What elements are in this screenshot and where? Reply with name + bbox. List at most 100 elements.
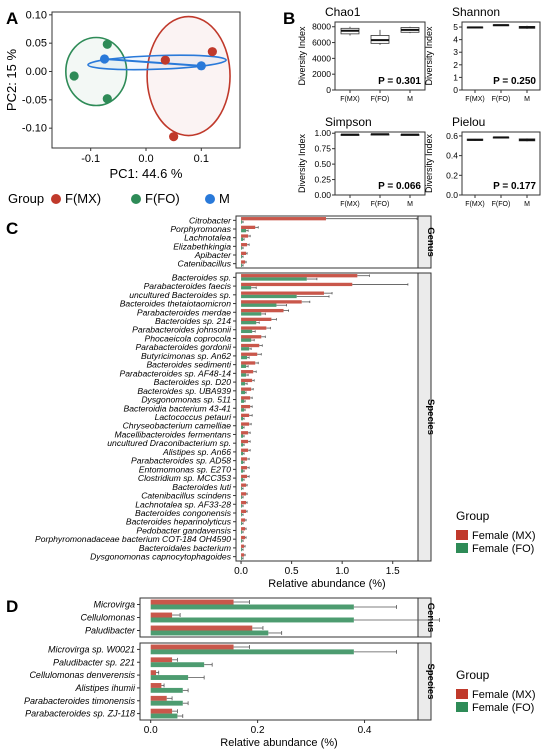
facet-strip-label: Species (425, 399, 436, 435)
diversity-xtick-label: M (524, 96, 530, 103)
bar-female-fo (151, 688, 183, 693)
bar-female-mx (241, 335, 261, 338)
bar-female-mx (241, 501, 246, 504)
bar-female-fo (151, 662, 204, 667)
bar-xtick-label: 1.0 (335, 566, 349, 577)
bar-female-fo (151, 675, 188, 680)
pca-x-axis-label: PC1: 44.6 % (110, 166, 183, 181)
bar-female-fo (241, 452, 243, 455)
pca-ellipse-ffo (66, 38, 127, 106)
bar-female-mx (241, 344, 259, 347)
bar-row-label: Catenibacillus (177, 259, 231, 269)
bar-female-fo (241, 356, 247, 359)
pca-ytick-label: -0.10 (22, 123, 47, 135)
diversity-p-value: P = 0.066 (378, 181, 421, 192)
bar-female-mx (151, 696, 167, 701)
diversity-ytick-label: 1 (453, 72, 458, 82)
diversity-xtick-label: M (524, 201, 530, 208)
diversity-ytick-label: 5 (453, 22, 458, 32)
pca-legend-label: F(FO) (145, 191, 180, 206)
bar-legend-title: Group (456, 668, 490, 682)
bar-female-mx (151, 709, 172, 714)
bar-female-fo (241, 504, 242, 507)
bar-female-mx (241, 326, 266, 329)
bar-row-label: Microvirga sp. W0021 (48, 645, 135, 655)
pca-point-m (100, 54, 109, 63)
diversity-ytick-label: 8000 (312, 22, 331, 32)
bar-female-fo (241, 382, 245, 385)
bar-female-mx (241, 274, 357, 277)
diversity-p-value: P = 0.301 (378, 76, 421, 87)
bar-female-mx (241, 466, 247, 469)
bar-female-mx (241, 318, 271, 321)
bar-female-fo (241, 229, 246, 232)
bar-female-mx (241, 217, 326, 220)
bar-facet-area (236, 216, 418, 268)
bar-female-fo (151, 605, 354, 610)
bar-female-mx (241, 422, 249, 425)
diversity-ytick-label: 2 (453, 60, 458, 70)
bar-female-fo (241, 469, 243, 472)
diversity-p-value: P = 0.250 (493, 76, 536, 87)
bar-female-fo (241, 365, 246, 368)
diversity-y-axis-label: Diversity Index (424, 26, 434, 86)
diversity-ytick-label: 0.4 (446, 151, 458, 161)
bar-female-mx (241, 300, 302, 303)
bar-female-mx (151, 645, 234, 650)
bar-female-fo (241, 478, 243, 481)
bar-female-fo (241, 426, 243, 429)
diversity-y-axis-label: Diversity Index (297, 26, 307, 86)
bar-female-mx (151, 683, 162, 688)
bar-row-label: Parabacteroides sp. ZJ-118 (25, 709, 135, 719)
bar-row-label: Microvirga (93, 600, 135, 610)
bar-female-mx (241, 545, 244, 548)
bar-female-fo (241, 461, 243, 464)
bar-female-fo (241, 295, 297, 298)
diversity-ytick-label: 0 (326, 85, 331, 95)
diversity-ytick-label: 4000 (312, 53, 331, 63)
bar-female-mx (151, 657, 172, 662)
diversity-y-axis-label: Diversity Index (424, 133, 434, 193)
bar-female-fo (241, 238, 243, 241)
diversity-ytick-label: 0.50 (314, 159, 331, 169)
diversity-xtick-label: F(MX) (465, 96, 484, 103)
bar-female-fo (241, 408, 244, 411)
bar-female-mx (241, 396, 250, 399)
diversity-ytick-label: 6000 (312, 38, 331, 48)
pca-point-ffo (103, 94, 112, 103)
diversity-ytick-label: 0 (453, 85, 458, 95)
bar-female-fo (241, 522, 242, 525)
bar-x-axis-label: Relative abundance (%) (220, 737, 337, 749)
facet-strip-label: Genus (425, 227, 436, 257)
diversity-panel-title: Simpson (325, 115, 372, 129)
pca-legend-dot (131, 194, 141, 204)
bar-xtick-label: 0.2 (251, 725, 265, 736)
diversity-xtick-label: F(MX) (340, 96, 359, 103)
bar-facet-area (140, 643, 418, 720)
bar-female-mx (241, 292, 324, 295)
bar-female-mx (151, 613, 172, 618)
pca-point-fmx (208, 47, 217, 56)
bar-legend-swatch (456, 689, 468, 699)
pca-xtick-label: 0.0 (138, 153, 153, 165)
diversity-y-axis-label: Diversity Index (297, 133, 307, 193)
pca-ytick-label: 0.10 (26, 9, 47, 21)
bar-row-label: Parabacteroides timonensis (24, 696, 136, 706)
bar-legend-label: Female (FO) (472, 702, 534, 714)
bar-row-label: Alistipes ihumii (74, 683, 136, 693)
diversity-ytick-label: 0.00 (314, 190, 331, 200)
bar-female-mx (241, 405, 250, 408)
bar-female-fo (151, 714, 178, 719)
diversity-ytick-label: 0.0 (446, 190, 458, 200)
pca-legend-label: F(MX) (65, 191, 101, 206)
bar-xtick-label: 0.5 (285, 566, 299, 577)
pca-ellipse-fmx (147, 17, 230, 136)
diversity-ytick-label: 4 (453, 35, 458, 45)
bar-female-mx (241, 234, 248, 237)
bar-female-mx (241, 388, 251, 391)
pca-point-ffo (103, 40, 112, 49)
bar-female-fo (241, 417, 243, 420)
bar-xtick-label: 1.5 (386, 566, 400, 577)
bar-female-mx (241, 353, 257, 356)
diversity-ytick-label: 0.25 (314, 175, 331, 185)
